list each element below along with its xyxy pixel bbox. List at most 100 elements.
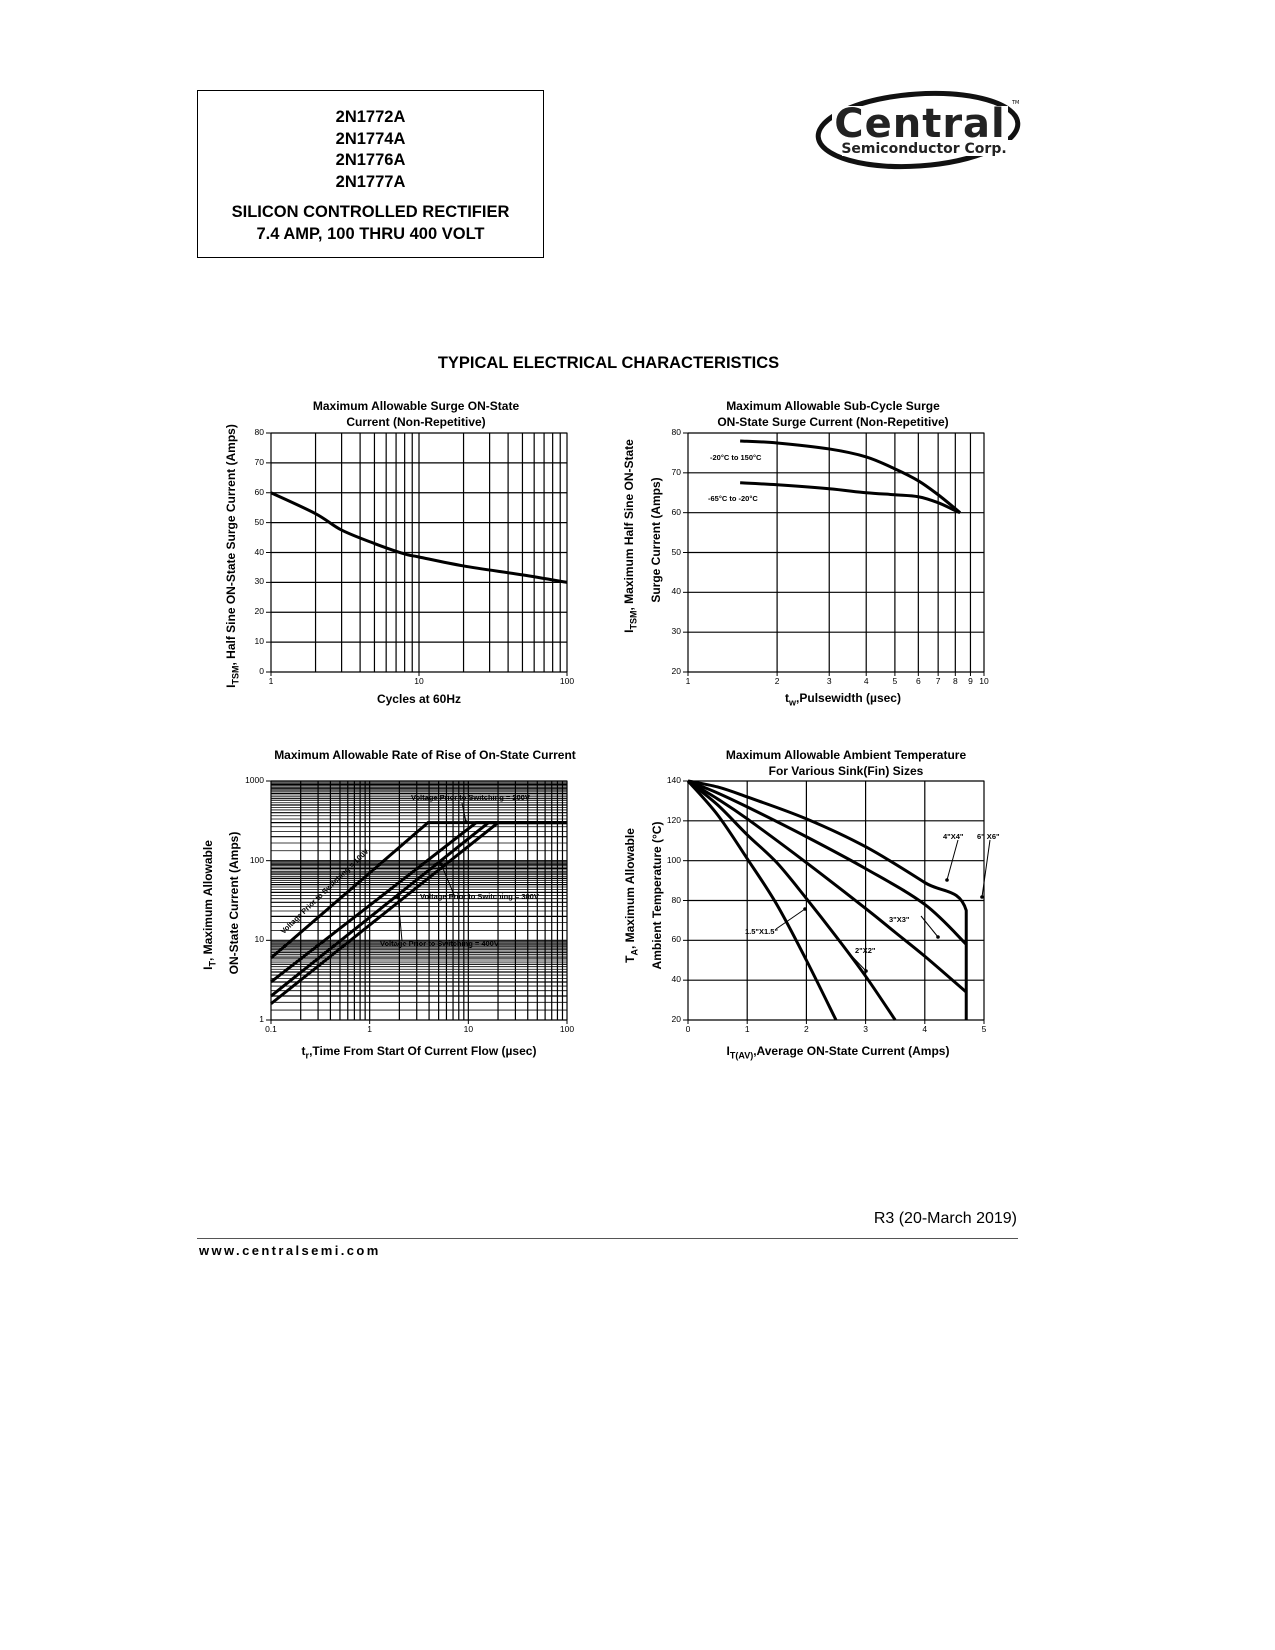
chart1-ytick-label: 30 (254, 576, 264, 587)
chart3-ytick-label: 10 (254, 934, 264, 945)
chart1-ytick-label: 10 (254, 636, 264, 647)
chart4-title: Maximum Allowable Ambient Temperature Fo… (688, 747, 1004, 779)
chart4-series-line (687, 779, 968, 1020)
chart4-ytick-label: 60 (671, 934, 681, 945)
annotation-leader (981, 839, 991, 898)
chart3-xtick-label: 10 (463, 1024, 474, 1034)
chart4-xtick-label: 3 (863, 1024, 868, 1034)
chart4-series-label: 1.5"X1.5" (744, 927, 779, 936)
chart1-ytick-label: 20 (254, 606, 264, 617)
annotation-arrowhead (396, 895, 400, 899)
annotation-leader (946, 839, 959, 881)
annotation-arrowhead (980, 895, 984, 899)
chart3-series-label: Voltage Prior to Switching = 200V (410, 793, 531, 802)
chart3-plot-frame (270, 780, 568, 1021)
part-number: 2N1772A (335, 108, 406, 126)
chart4-ytick-label: 80 (671, 894, 681, 905)
chart2-xlabel-text: ,Pulsewidth (µsec) (796, 691, 901, 705)
chart2-xlabel-sub: w (789, 697, 797, 708)
chart1-series-line (270, 491, 568, 584)
chart2-xtick-label: 6 (915, 676, 921, 686)
chart1-xtick-label: 1 (268, 676, 274, 686)
annotation-arrowhead (936, 935, 940, 939)
annotation-arrowhead (439, 862, 443, 866)
chart4-series-label: 3"X3" (888, 915, 911, 924)
annotation-leader (846, 950, 867, 972)
chart1-title-line2: Current (Non-Repetitive) (346, 415, 486, 429)
chart1-title: Maximum Allowable Surge ON-State Current… (271, 398, 561, 430)
revision: R3 (20-March 2019) (873, 1210, 1017, 1227)
chart2-xlabel: tw,Pulsewidth (µsec) (688, 691, 998, 707)
chart1-ytick-label: 40 (254, 546, 264, 557)
chart3-series-line (270, 821, 567, 1005)
part-info-box: 2N1772A 2N1774A 2N1776A 2N1777A SILICON … (197, 90, 544, 258)
chart2-xtick-label: 1 (685, 676, 691, 686)
chart3-xlabel-text: ,Time From Start Of Current Flow (µsec) (309, 1044, 537, 1058)
chart4-xtick-label: 1 (744, 1024, 750, 1034)
chart2-xtick-label: 9 (968, 676, 973, 686)
device-description: SILICON CONTROLLED RECTIFIER (231, 203, 510, 221)
chart4-series-line (687, 779, 968, 946)
chart3-xlabel-sub: r (305, 1050, 310, 1061)
chart4-ytick-label: 120 (666, 814, 681, 825)
chart2-title: Maximum Allowable Sub-Cycle Surge ON-Sta… (688, 398, 978, 430)
svg-text:Semiconductor Corp.: Semiconductor Corp. (841, 141, 1006, 157)
chart4-xtick-label: 5 (981, 1024, 987, 1034)
chart2-xtick-label: 5 (892, 676, 898, 686)
chart2-xtick-label: 8 (952, 676, 958, 686)
part-number: 2N1777A (335, 172, 406, 191)
central-logo: Central Semiconductor Corp. TM (815, 90, 1021, 170)
chart2-ytick-label: 70 (671, 466, 681, 477)
chart4-xtick-label: 4 (922, 1024, 928, 1034)
chart4-ytick-label: 140 (666, 775, 681, 785)
chart4-series-line (687, 779, 897, 1021)
chart4-ytick-label: 20 (671, 1014, 681, 1024)
chart4-ytick-label: 100 (666, 854, 681, 865)
part-number: 2N1774A (335, 129, 406, 148)
device-rating: 7.4 AMP, 100 THRU 400 VOLT (256, 225, 485, 243)
annotation-arrowhead (803, 907, 807, 911)
chart3-xtick-label: 1 (367, 1024, 373, 1034)
chart2-ytick-label: 80 (671, 427, 681, 437)
chart2-ytick-label: 50 (671, 546, 681, 557)
chart2-series-line (740, 481, 961, 515)
footer-divider (197, 1238, 1018, 1239)
chart2-ytick-label: 20 (671, 666, 681, 676)
chart2-xtick-label: 2 (774, 676, 780, 686)
chart4-ytick-label: 40 (671, 974, 681, 985)
chart4-xtick-label: 0 (685, 1024, 691, 1034)
chart4-xlabel-sub: T(AV) (729, 1050, 754, 1061)
chart2-title-line2: ON-State Surge Current (Non-Repetitive) (717, 415, 949, 429)
chart2-xtick-label: 3 (826, 676, 832, 686)
chart2-series-label: -20°C to 150°C (709, 453, 763, 462)
chart3-series-label: Voltage Prior to Switching = 300V (419, 892, 540, 901)
annotation-leader (440, 863, 456, 898)
annotation-arrowhead (864, 969, 868, 973)
annotation-arrowhead (464, 820, 468, 824)
chart2-xlabel-symbol: t (785, 691, 790, 705)
chart1-ytick-label: 70 (254, 456, 264, 467)
website-link[interactable]: www.centralsemi.com (199, 1243, 381, 1258)
chart1-ytick-label: 50 (254, 516, 264, 527)
chart2-series-line (740, 439, 962, 514)
chart1-ytick-label: 60 (254, 486, 264, 497)
chart3-ytick-label: 1 (259, 1014, 264, 1024)
chart2-ytick-label: 60 (671, 506, 681, 517)
chart4-series-label: 6" X6" (976, 832, 1001, 841)
section-title: TYPICAL ELECTRICAL CHARACTERISTICS (437, 354, 780, 372)
chart2-ytick-label: 30 (671, 626, 681, 637)
annotation-leader (920, 915, 939, 938)
svg-text:Central: Central (834, 101, 1006, 147)
chart4-series-label: 4"X4" (942, 832, 965, 841)
svg-text:TM: TM (1011, 100, 1019, 106)
chart4-title-line1: Maximum Allowable Ambient Temperature (725, 748, 967, 762)
chart3-xtick-label: 0.1 (265, 1024, 277, 1034)
chart2-ytick-label: 40 (671, 586, 681, 597)
chart1-ytick-label: 0 (259, 666, 264, 676)
chart3-ytick-label: 100 (249, 854, 264, 865)
chart4-xlabel: IT(AV),Average ON-State Current (Amps) (688, 1044, 988, 1060)
annotation-leader (775, 908, 806, 930)
part-number: 2N1776A (335, 151, 406, 169)
